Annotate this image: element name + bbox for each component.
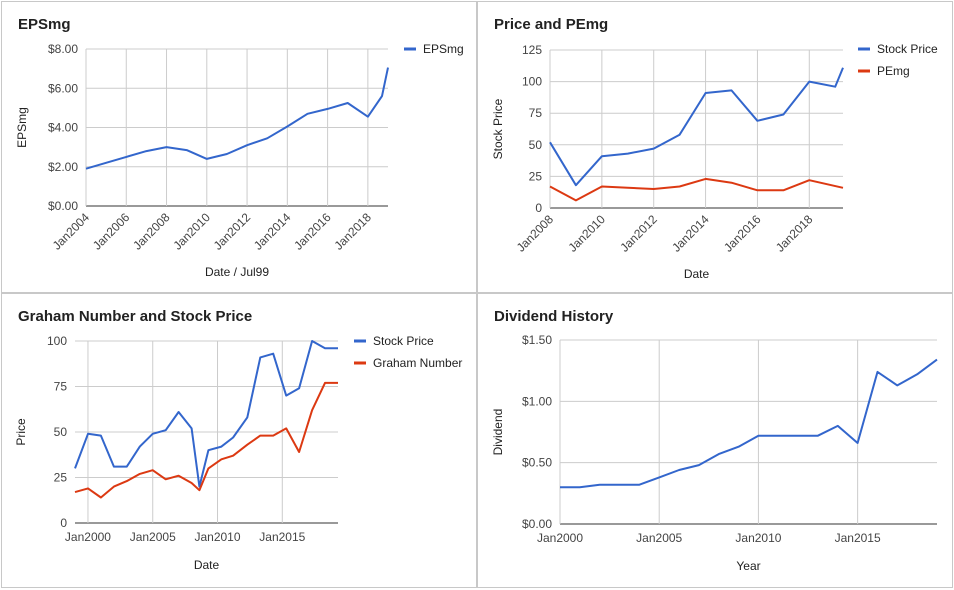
series-line-pemg [549, 177, 844, 202]
y-axis-title: Dividend [491, 409, 505, 456]
legend-label: Stock Price [877, 42, 938, 56]
x-axis-title: Date [684, 267, 710, 281]
y-axis-title: Stock Price [491, 98, 505, 159]
x-tick-label: Jan2012 [617, 212, 660, 255]
series-line-graham-number [74, 381, 338, 499]
x-tick-label: Jan2010 [194, 530, 240, 544]
y-tick-label: 100 [522, 75, 542, 89]
x-tick-label: Jan2008 [130, 210, 173, 253]
y-tick-label: 25 [54, 471, 68, 485]
legend-label: EPSmg [423, 42, 464, 56]
x-tick-label: Jan2006 [90, 210, 133, 253]
x-tick-label: Jan2014 [251, 210, 294, 253]
x-tick-label: Jan2000 [65, 530, 111, 544]
x-tick-label: Jan2004 [50, 210, 93, 253]
y-tick-label: $1.50 [522, 333, 552, 347]
chart-title: Graham Number and Stock Price [18, 308, 252, 325]
legend-label: PEmg [877, 64, 910, 78]
x-tick-label: Jan2016 [291, 210, 334, 253]
y-tick-label: 25 [529, 169, 543, 183]
x-tick-label: Jan2005 [636, 531, 682, 545]
x-tick-label: Jan2008 [514, 212, 557, 255]
y-tick-label: $8.00 [48, 42, 78, 56]
x-tick-label: Jan2012 [211, 210, 254, 253]
y-tick-label: $0.00 [48, 199, 78, 213]
y-tick-label: 125 [522, 43, 542, 57]
y-axis-title: EPSmg [15, 107, 29, 148]
x-tick-label: Jan2010 [566, 212, 609, 255]
chart-graham-number: Graham Number and Stock Price 0 25 50 75 100 J… [14, 308, 462, 572]
chart-panel-dividend-history: Dividend History $0.00 $0.50 $1.00 $1.50 Jan2… [477, 293, 953, 588]
y-tick-label: $0.00 [522, 517, 552, 531]
y-tick-label: $0.50 [522, 456, 552, 470]
y-tick-label: 75 [54, 380, 68, 394]
x-tick-label: Jan2018 [332, 210, 375, 253]
series-line-stock-price [549, 67, 844, 187]
y-tick-label: 50 [529, 138, 543, 152]
y-tick-label: 0 [60, 516, 67, 530]
y-tick-label: $6.00 [48, 81, 78, 95]
x-axis-title: Year [736, 559, 760, 573]
x-tick-label: Jan2014 [669, 212, 712, 255]
chart-title: Price and PEmg [494, 16, 608, 33]
x-tick-label: Jan2015 [835, 531, 881, 545]
x-tick-label: Jan2010 [735, 531, 781, 545]
chart-panel-graham-number: Graham Number and Stock Price 0 25 50 75 100 J… [1, 293, 477, 588]
y-axis-title: Price [14, 418, 28, 446]
x-tick-label: Jan2000 [537, 531, 583, 545]
series-line-dividend [560, 358, 938, 489]
series-line-stock-price [74, 340, 338, 488]
x-axis-title: Date [194, 558, 220, 572]
x-tick-label: Jan2016 [721, 212, 764, 255]
x-axis-title: Date / Jul99 [205, 265, 269, 279]
x-tick-label: Jan2010 [170, 210, 213, 253]
chart-title: EPSmg [18, 16, 71, 33]
legend-label: Stock Price [373, 334, 434, 348]
y-tick-label: 100 [47, 334, 67, 348]
y-tick-label: 0 [535, 201, 542, 215]
chart-title: Dividend History [494, 308, 614, 325]
x-tick-label: Jan2018 [773, 212, 816, 255]
chart-panel-price-pemg: Price and PEmg 0 25 50 75 100 125 Jan2008 Jan201… [477, 1, 953, 293]
y-tick-label: $2.00 [48, 160, 78, 174]
chart-dividend-history: Dividend History $0.00 $0.50 $1.00 $1.50 Jan2… [491, 308, 938, 573]
y-tick-label: $1.00 [522, 394, 552, 408]
y-tick-label: 75 [529, 106, 543, 120]
y-tick-label: 50 [54, 425, 68, 439]
series-line-epsmg [85, 67, 389, 170]
chart-panel-epsmg: EPSmg $0.00 $2.00 $4.00 $6.00 $8.00 Jan2004 Jan… [1, 1, 477, 293]
legend-label: Graham Number [373, 356, 462, 370]
chart-epsmg: EPSmg$0.00$2.00$4.00$6.00$8.00Jan2004Jan… [15, 16, 464, 279]
x-tick-label: Jan2005 [130, 530, 176, 544]
y-tick-label: $4.00 [48, 121, 78, 135]
x-tick-label: Jan2015 [259, 530, 305, 544]
